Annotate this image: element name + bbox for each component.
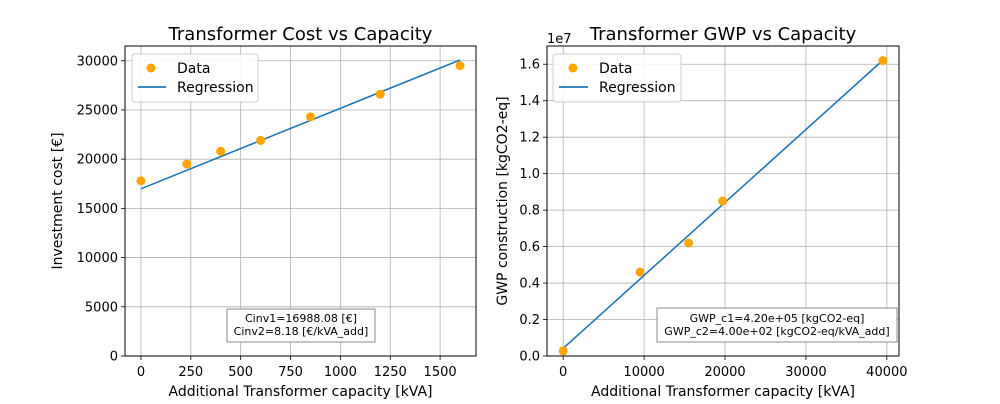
x-tick-label: 1500 [424, 365, 457, 380]
x-tick-label: 20000 [704, 365, 745, 380]
legend-label-regression: Regression [177, 80, 254, 96]
data-point [182, 159, 192, 169]
chart-title: Transformer Cost vs Capacity [168, 24, 433, 45]
annotation-line-2: Cinv2=8.18 [€/kVA_add] [234, 325, 369, 338]
annotation-line-1: GWP_c1=4.20e+05 [kgCO2-eq] [690, 312, 865, 325]
data-point [375, 89, 385, 99]
x-axis-label: Additional Transformer capacity [kVA] [168, 384, 432, 400]
data-point [216, 146, 226, 156]
marks [558, 56, 888, 356]
y-tick-label: 0.4 [519, 277, 540, 292]
y-tick-label: 1.0 [519, 167, 540, 182]
legend-label-data: Data [599, 61, 632, 77]
x-tick-label: 30000 [785, 365, 826, 380]
x-tick-label: 0 [137, 365, 145, 380]
y-tick-label: 25000 [77, 103, 118, 118]
data-point [635, 267, 645, 277]
y-tick-label: 30000 [77, 54, 118, 69]
y-tick-label: 5000 [85, 300, 118, 315]
marks [136, 59, 465, 190]
data-point [718, 196, 728, 206]
annotation-box: GWP_c1=4.20e+05 [kgCO2-eq] GWP_c2=4.00e+… [656, 307, 898, 343]
y-tick-label: 15000 [77, 202, 118, 217]
annotation-line-2: GWP_c2=4.00e+02 [kgCO2-eq/kVA_add] [664, 325, 889, 338]
data-point [684, 238, 694, 248]
x-axis-label: Additional Transformer capacity [kVA] [591, 384, 855, 400]
data-point [305, 112, 315, 122]
annotation-box: Cinv1=16988.08 [€] Cinv2=8.18 [€/kVA_add… [226, 308, 376, 343]
data-point [256, 135, 266, 145]
x-tick-label: 250 [178, 365, 203, 380]
y-tick-label: 20000 [77, 153, 118, 168]
legend-label-regression: Regression [599, 80, 676, 96]
x-tick-label: 1000 [324, 365, 357, 380]
legend-data-marker [568, 63, 578, 73]
legend: Data Regression [131, 53, 259, 103]
annotation-line-1: Cinv1=16988.08 [€] [245, 312, 357, 325]
y-axis-label: GWP construction [kgCO2-eq] [495, 96, 511, 305]
y-tick-label: 1.4 [519, 94, 540, 109]
data-point [455, 61, 465, 71]
ticks: 0 250 500 750 1000 1250 1500050001000015000200… [77, 54, 457, 380]
data-point [558, 346, 568, 356]
y-tick-label: 0.0 [519, 350, 540, 365]
y-tick-label: 0.8 [519, 204, 540, 219]
x-tick-label: 10000 [623, 365, 664, 380]
x-tick-label: 40000 [866, 365, 907, 380]
chart-title: Transformer GWP vs Capacity [589, 24, 857, 45]
legend: Data Regression [552, 53, 682, 103]
chart-gwp: Transformer GWP vs Capacity 0 10000 20000 3… [495, 24, 908, 400]
regression-line [140, 59, 461, 190]
legend-label-data: Data [177, 61, 210, 77]
y-axis-label: Investment cost [€] [50, 132, 66, 269]
chart-cost: Transformer Cost vs Capacity 0 250 500 750 1… [50, 24, 477, 400]
x-tick-label: 1250 [374, 365, 407, 380]
y-tick-label: 0.2 [519, 313, 540, 328]
y-tick-label: 1.6 [519, 58, 540, 73]
y-tick-label: 0 [110, 350, 118, 365]
data-point [136, 176, 146, 186]
x-tick-label: 500 [228, 365, 253, 380]
y-tick-label: 0.6 [519, 240, 540, 255]
x-tick-label: 0 [559, 365, 567, 380]
ticks: 0 10000 20000 30000 40000 0.0 0.2 0.4 0.6 0.8 1.0 1… [519, 58, 907, 380]
y-offset-label: 1e7 [547, 32, 572, 47]
plot-frame [124, 45, 477, 357]
legend-data-marker [146, 63, 156, 73]
plot-frame [546, 45, 900, 357]
y-tick-label: 1.2 [519, 131, 540, 146]
x-tick-label: 750 [278, 365, 303, 380]
data-point [878, 56, 888, 66]
y-tick-label: 10000 [77, 251, 118, 266]
